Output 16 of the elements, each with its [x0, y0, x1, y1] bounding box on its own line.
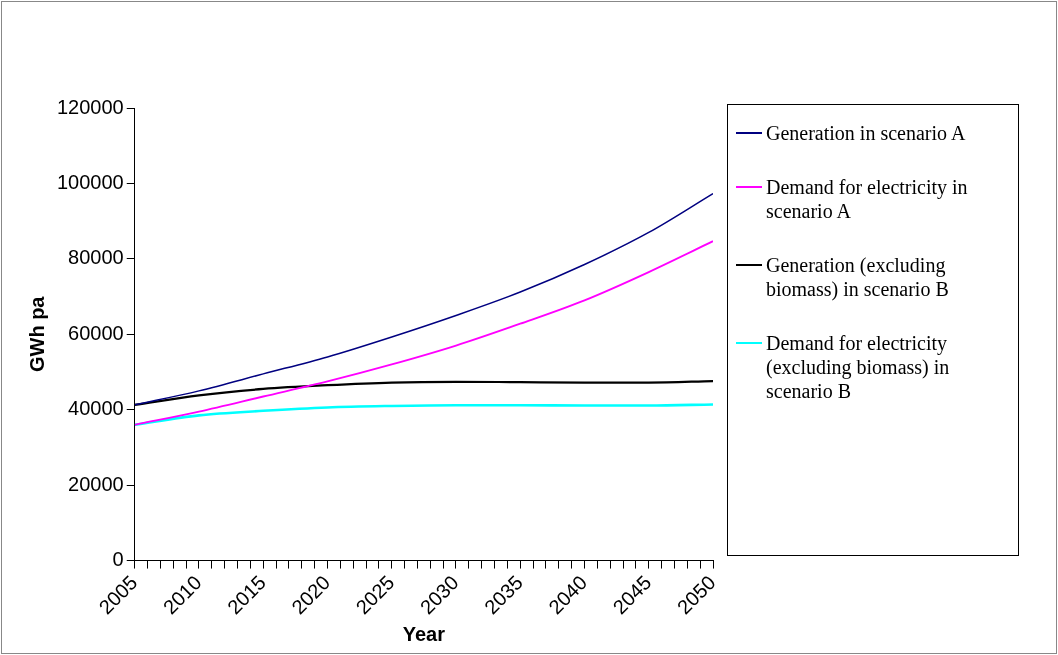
y-tick-label: 20000 — [68, 472, 124, 495]
x-axis-title: Year — [402, 622, 446, 645]
legend-label: Demand for electricity in scenario A — [766, 175, 969, 223]
y-tick-label: 100000 — [56, 170, 124, 193]
legend-label: Generation in scenario A — [766, 121, 966, 145]
y-tick-label: 60000 — [68, 321, 124, 344]
y-tick-label: 80000 — [68, 246, 124, 269]
y-tick-label: 40000 — [68, 397, 124, 420]
legend-label: Generation (excluding biomass) in scenario B — [766, 253, 950, 301]
line-series — [134, 403, 713, 427]
y-axis-title: GWh pa — [25, 295, 48, 373]
y-tick-label: 120000 — [56, 95, 124, 118]
line-series — [134, 192, 713, 406]
y-tick-label: 0 — [112, 548, 124, 571]
line-series — [134, 240, 713, 426]
legend-label: Demand for electricity (excluding biomass) in scenario B — [766, 331, 951, 403]
